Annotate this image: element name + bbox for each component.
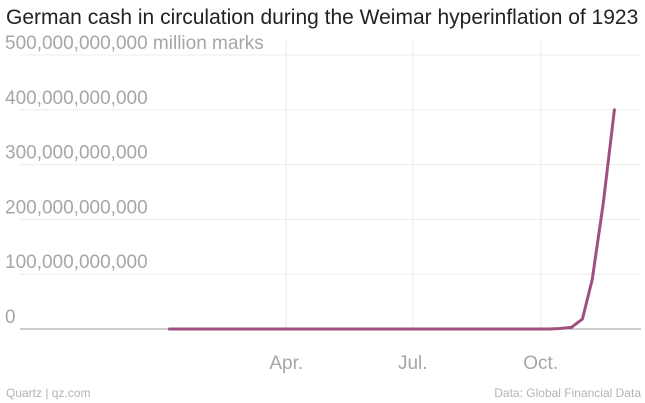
y-axis-unit-label: million marks [148, 33, 264, 54]
y-tick-label: 100,000,000,000 [5, 252, 148, 273]
footer-source-right: Data: Global Financial Data [494, 386, 641, 400]
x-tick-label: Apr. [269, 353, 303, 374]
footer-source-left: Quartz | qz.com [6, 386, 91, 400]
y-tick-label: 200,000,000,000 [5, 197, 148, 218]
x-axis-ticks: Apr. Jul. Oct. [269, 353, 558, 374]
x-tick-label: Jul. [398, 353, 428, 374]
y-tick-label: 0 [5, 307, 16, 328]
line-chart: 0 100,000,000,000 200,000,000,000 300,000,0… [5, 33, 641, 374]
series-line [167, 108, 616, 331]
y-tick-label: 300,000,000,000 [5, 143, 148, 164]
y-tick-label-with-unit: 500,000,000,000 million marks [5, 33, 264, 54]
y-tick-label: 400,000,000,000 [5, 88, 148, 109]
grid-lines [20, 40, 641, 330]
x-tick-label: Oct. [523, 353, 558, 374]
series-layer [167, 108, 616, 331]
y-axis-ticks: 0 100,000,000,000 200,000,000,000 300,000,0… [5, 33, 264, 328]
y-tick-value: 500,000,000,000 [5, 33, 148, 54]
chart-title: German cash in circulation during the We… [6, 6, 639, 29]
